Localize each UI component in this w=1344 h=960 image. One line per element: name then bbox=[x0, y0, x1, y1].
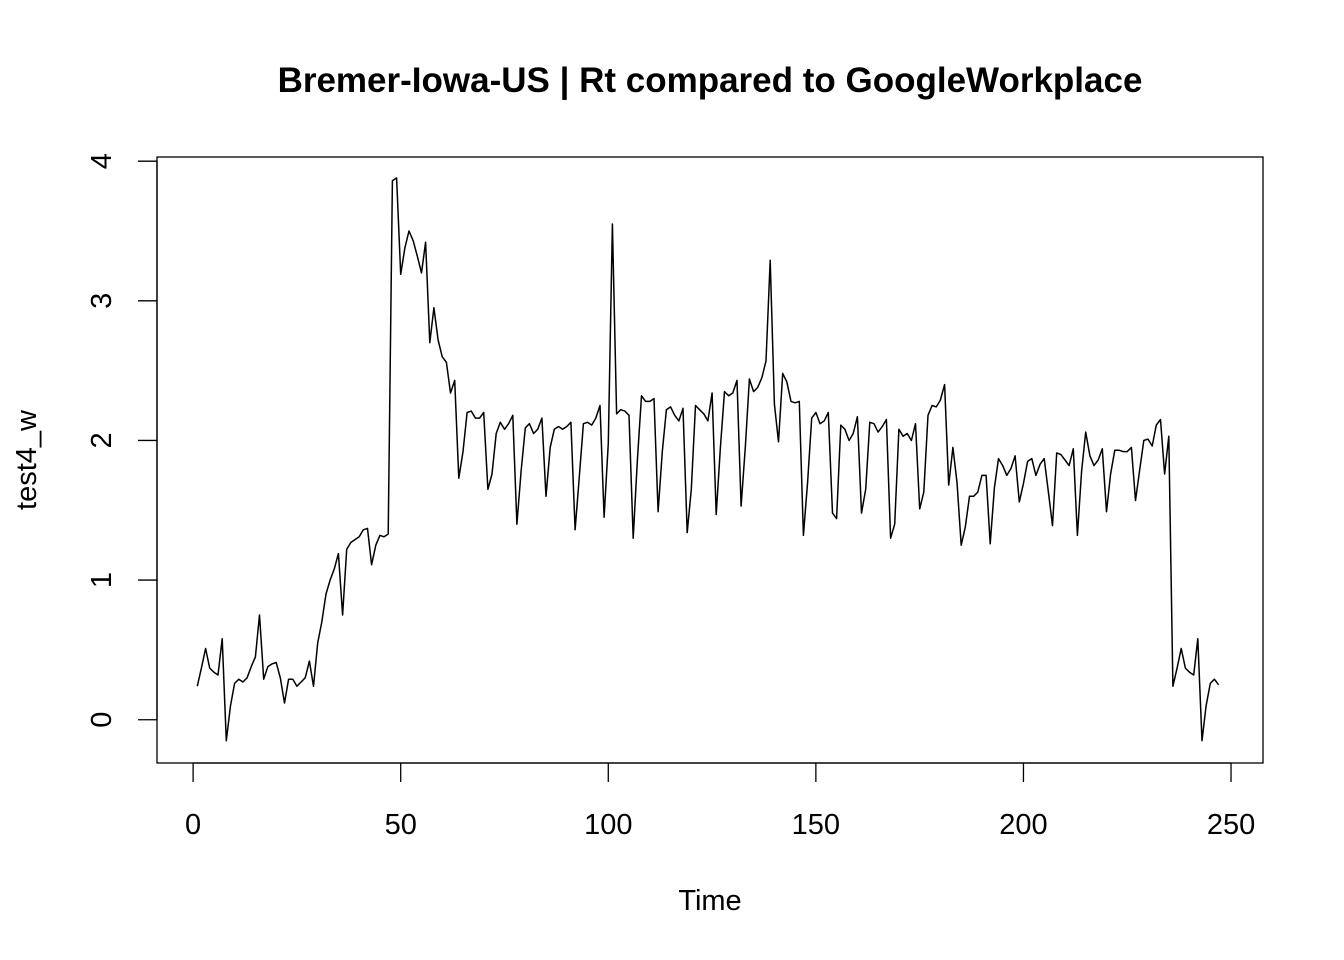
y-tick-label: 3 bbox=[86, 293, 118, 309]
x-axis: 0 50 100 150 200 250 bbox=[185, 762, 1255, 841]
y-axis: 0 1 2 3 4 bbox=[86, 153, 158, 728]
x-axis-label: Time bbox=[678, 885, 741, 917]
chart-title: Bremer-Iowa-US | Rt compared to GoogleWo… bbox=[278, 61, 1143, 100]
y-axis-label: test4_w bbox=[11, 409, 43, 510]
y-tick-label: 1 bbox=[86, 572, 118, 588]
x-tick-label: 200 bbox=[999, 809, 1047, 841]
x-tick-label: 0 bbox=[185, 809, 201, 841]
x-tick-label: 150 bbox=[792, 809, 840, 841]
y-tick-label: 0 bbox=[86, 712, 118, 728]
y-tick-label: 2 bbox=[86, 432, 118, 448]
y-tick-label: 4 bbox=[86, 153, 118, 169]
x-tick-label: 250 bbox=[1207, 809, 1255, 841]
x-tick-label: 50 bbox=[385, 809, 417, 841]
x-tick-label: 100 bbox=[584, 809, 632, 841]
series-line bbox=[196, 177, 1220, 742]
